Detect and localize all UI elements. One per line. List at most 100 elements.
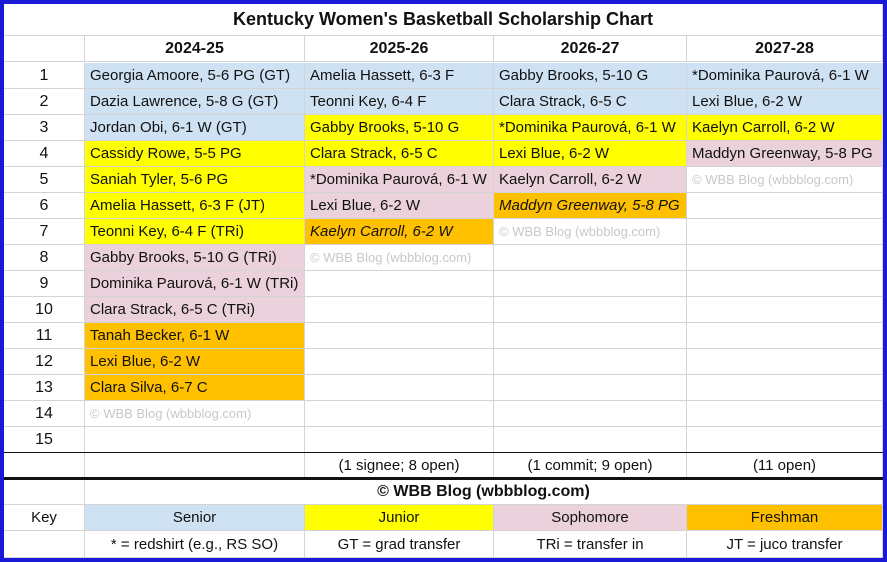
roster-cell: Clara Strack, 6-5 C — [494, 89, 687, 115]
roster-cell: Teonni Key, 6-4 F — [305, 89, 494, 115]
roster-cell: Amelia Hassett, 6-3 F (JT) — [85, 193, 305, 219]
roster-cell: Clara Strack, 6-5 C — [305, 141, 494, 167]
roster-cell — [687, 271, 883, 297]
roster-cell — [305, 401, 494, 427]
roster-cell: Gabby Brooks, 5-10 G — [305, 115, 494, 141]
key-senior: Senior — [85, 505, 305, 531]
roster-cell — [305, 297, 494, 323]
roster-cell: Teonni Key, 6-4 F (TRi) — [85, 219, 305, 245]
roster-cell — [687, 297, 883, 323]
key-label: Key — [4, 505, 85, 531]
roster-cell: Clara Strack, 6-5 C (TRi) — [85, 297, 305, 323]
roster-cell — [687, 375, 883, 401]
row-number: 13 — [4, 375, 85, 401]
roster-cell: Tanah Becker, 6-1 W — [85, 323, 305, 349]
row-number: 7 — [4, 219, 85, 245]
row-number: 5 — [4, 167, 85, 193]
key-note: * = redshirt (e.g., RS SO) — [85, 531, 305, 558]
roster-cell — [494, 427, 687, 453]
summary-corner — [4, 453, 85, 479]
roster-cell: Lexi Blue, 6-2 W — [305, 193, 494, 219]
roster-cell: *Dominika Paurová, 6-1 W — [687, 63, 883, 89]
roster-cell — [687, 245, 883, 271]
summary-divider — [4, 452, 883, 453]
key-note: JT = juco transfer — [687, 531, 883, 558]
watermark: © WBB Blog (wbbblog.com) — [494, 219, 687, 245]
row-number: 3 — [4, 115, 85, 141]
roster-cell — [687, 401, 883, 427]
roster-cell: Gabby Brooks, 5-10 G — [494, 63, 687, 89]
roster-cell — [494, 375, 687, 401]
roster-cell: Dominika Paurová, 6-1 W (TRi) — [85, 271, 305, 297]
roster-cell — [305, 349, 494, 375]
roster-cell — [85, 427, 305, 453]
roster-cell — [494, 271, 687, 297]
roster-cell: Kaelyn Carroll, 6-2 W — [494, 167, 687, 193]
roster-cell — [687, 193, 883, 219]
footer-credit: © WBB Blog (wbbblog.com) — [85, 480, 883, 505]
watermark: © WBB Blog (wbbblog.com) — [305, 245, 494, 271]
summary-cell: (11 open) — [687, 453, 883, 479]
roster-cell — [494, 297, 687, 323]
row-number: 12 — [4, 349, 85, 375]
column-header-2026-27: 2026-27 — [494, 36, 687, 62]
roster-cell — [687, 349, 883, 375]
page-title: Kentucky Women's Basketball Scholarship … — [4, 4, 883, 36]
roster-cell — [305, 271, 494, 297]
roster-cell — [305, 323, 494, 349]
summary-cell — [85, 453, 305, 479]
roster-cell: Clara Silva, 6-7 C — [85, 375, 305, 401]
row-number: 6 — [4, 193, 85, 219]
row-number: 4 — [4, 141, 85, 167]
row-number: 10 — [4, 297, 85, 323]
roster-cell: Jordan Obi, 6-1 W (GT) — [85, 115, 305, 141]
roster-cell: Lexi Blue, 6-2 W — [494, 141, 687, 167]
column-header-2025-26: 2025-26 — [305, 36, 494, 62]
key-junior: Junior — [305, 505, 494, 531]
roster-cell: *Dominika Paurová, 6-1 W — [305, 167, 494, 193]
key-note: GT = grad transfer — [305, 531, 494, 558]
roster-cell: *Dominika Paurová, 6-1 W — [494, 115, 687, 141]
roster-cell: Amelia Hassett, 6-3 F — [305, 63, 494, 89]
credit-corner — [4, 480, 85, 505]
roster-cell: Maddyn Greenway, 5-8 PG — [687, 141, 883, 167]
row-number: 1 — [4, 63, 85, 89]
roster-cell: Gabby Brooks, 5-10 G (TRi) — [85, 245, 305, 271]
roster-cell — [687, 323, 883, 349]
footer-divider — [4, 477, 883, 480]
roster-cell: Maddyn Greenway, 5-8 PG — [494, 193, 687, 219]
summary-cell: (1 signee; 8 open) — [305, 453, 494, 479]
column-header-2024-25: 2024-25 — [85, 36, 305, 62]
key-sophomore: Sophomore — [494, 505, 687, 531]
roster-cell: Georgia Amoore, 5-6 PG (GT) — [85, 63, 305, 89]
watermark: © WBB Blog (wbbblog.com) — [687, 167, 883, 193]
roster-cell: Lexi Blue, 6-2 W — [687, 89, 883, 115]
row-number: 14 — [4, 401, 85, 427]
roster-cell — [494, 401, 687, 427]
row-number: 9 — [4, 271, 85, 297]
roster-cell: Kaelyn Carroll, 6-2 W — [687, 115, 883, 141]
roster-cell — [305, 427, 494, 453]
notes-corner — [4, 531, 85, 558]
header-corner — [4, 36, 85, 62]
row-number: 8 — [4, 245, 85, 271]
row-number: 15 — [4, 427, 85, 453]
key-freshman: Freshman — [687, 505, 883, 531]
roster-cell: Kaelyn Carroll, 6-2 W — [305, 219, 494, 245]
key-note: TRi = transfer in — [494, 531, 687, 558]
roster-cell — [494, 349, 687, 375]
roster-cell — [494, 323, 687, 349]
roster-cell — [687, 427, 883, 453]
watermark: © WBB Blog (wbbblog.com) — [85, 401, 305, 427]
roster-cell: Cassidy Rowe, 5-5 PG — [85, 141, 305, 167]
roster-cell — [305, 375, 494, 401]
column-header-2027-28: 2027-28 — [687, 36, 883, 62]
summary-cell: (1 commit; 9 open) — [494, 453, 687, 479]
roster-cell — [687, 219, 883, 245]
roster-cell — [494, 245, 687, 271]
row-number: 2 — [4, 89, 85, 115]
roster-cell: Lexi Blue, 6-2 W — [85, 349, 305, 375]
row-number: 11 — [4, 323, 85, 349]
roster-cell: Saniah Tyler, 5-6 PG — [85, 167, 305, 193]
